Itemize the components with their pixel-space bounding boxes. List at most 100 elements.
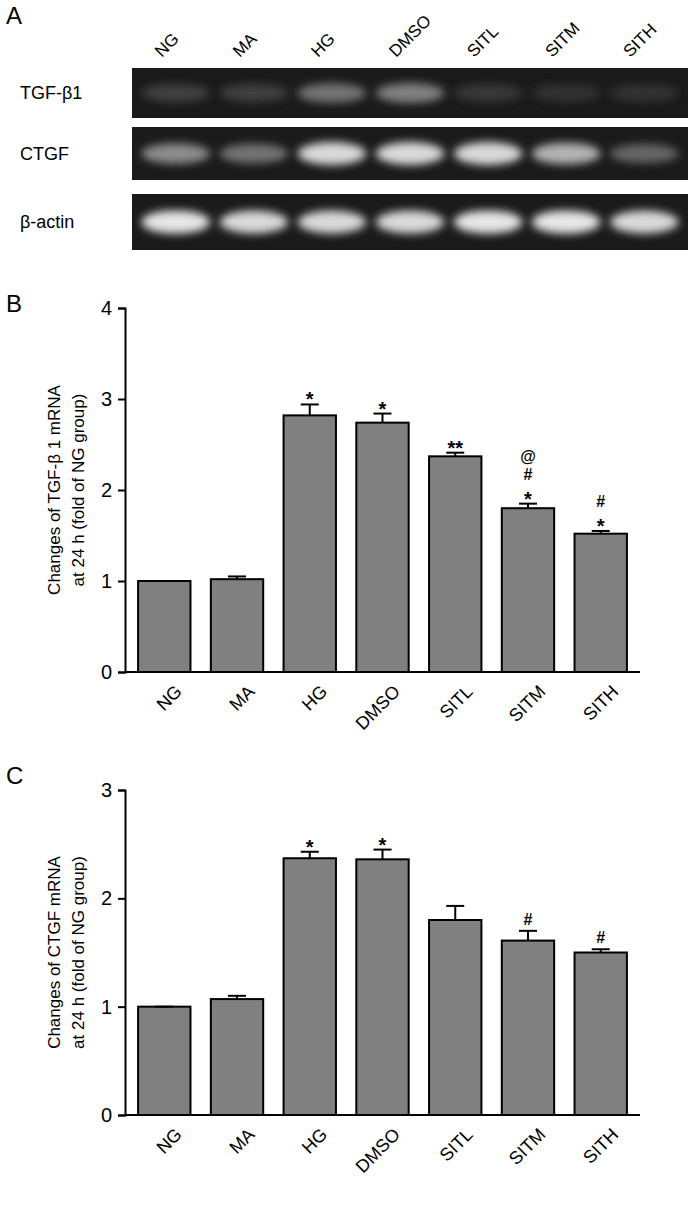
error-bar [592,949,610,952]
bar [211,579,263,672]
significance-mark: * [306,836,314,858]
chart: C**##0123NGMAHGDMSOSITLSITMSITHChanges o… [6,762,640,1177]
tick: DMSO [352,1124,404,1176]
tick: SITL [436,681,477,722]
axis-title: Changes of TGF-β 1 mRNA [45,384,64,594]
error-stem [454,906,456,920]
band-row [141,83,678,103]
tick: 0 [101,1104,125,1126]
tick-label: MA [225,1124,258,1157]
tick-mark [118,399,125,401]
tick-label: DMSO [352,1124,404,1176]
lane-label: HG [307,29,338,60]
gel-strip [132,127,688,180]
significance-mark: * [597,515,605,537]
tick-label: SITL [436,1124,477,1165]
band [219,211,288,234]
band [219,144,288,164]
tick: 2 [101,887,125,909]
error-bar [228,576,246,579]
band [454,84,523,102]
tick-label: NG [153,1124,186,1157]
bar [502,941,554,1115]
bar [138,581,190,672]
tick: 3 [101,388,125,410]
tick: 3 [101,779,125,801]
tick-label: HG [298,681,331,714]
significance-mark: * [306,388,314,410]
error-cap [155,1006,173,1008]
tick-label: SITM [505,1124,550,1169]
tick: 2 [101,479,125,501]
band [532,210,601,233]
tick: 1 [101,996,125,1018]
tick-label: 3 [101,388,112,410]
bar [284,415,336,672]
significance-mark: # [596,929,605,946]
panel-label: B [6,290,22,317]
tick-label: 2 [101,887,112,909]
gel-strip [132,194,688,250]
y-axis: 01234 [101,297,126,683]
band [298,142,367,165]
tick-label: SITH [579,1124,622,1167]
bar [502,508,554,672]
tick: SITL [436,1124,477,1165]
figure: ANGMAHGDMSOSITLSITMSITHTGF-β1CTGFβ-actin… [0,0,692,1206]
significance-mark: * [379,398,387,420]
tick-label: 1 [101,996,112,1018]
error-cap [155,580,173,582]
error-cap [228,995,246,997]
band [298,211,367,234]
axis-line [118,791,126,1116]
error-bar [519,931,537,941]
panel-label: C [6,762,23,789]
tick-label: 2 [101,479,112,501]
tick-mark [118,581,125,583]
lane-label: DMSO [385,11,434,60]
band-row [141,210,678,233]
error-bar [155,581,173,582]
tick: 4 [101,297,125,319]
tick-label: DMSO [352,681,404,733]
tick: NG [153,1124,186,1157]
bar [356,423,408,672]
band [610,144,679,163]
significance-mark: # [524,911,533,928]
tick-label: NG [153,681,186,714]
tick: 1 [101,570,125,592]
lane-label: MA [229,29,261,61]
tick-label: 1 [101,570,112,592]
chart: B****@#*#*01234NGMAHGDMSOSITLSITMSITHCha… [6,290,640,734]
bar [429,456,481,672]
lane-label: SITL [463,22,502,61]
tick-mark [118,1006,125,1008]
error-cap [446,905,464,907]
band [532,143,601,165]
band-label: TGF-β1 [20,83,82,103]
axis-title: Changes of CTGF mRNA [45,855,64,1048]
axis-line [125,1114,640,1116]
tick: SITH [579,681,622,724]
significance-mark: * [524,488,532,510]
tick-mark [118,490,125,492]
bar [429,920,481,1115]
significance-mark: # [596,493,605,510]
lane-label: NG [151,29,182,60]
error-bar [155,1006,173,1007]
band-label: β-actin [20,212,74,232]
band [141,143,210,163]
band [141,84,210,102]
band-label: CTGF [20,144,69,164]
tick: DMSO [352,681,404,733]
lane-label: SITM [542,19,584,61]
tick: NG [153,681,186,714]
tick: HG [298,681,331,714]
band [610,84,679,102]
band [376,211,445,234]
band [610,211,679,234]
lane-label: SITH [620,20,661,61]
error-cap [592,948,610,950]
tick-label: SITL [436,681,477,722]
significance-mark: * [379,834,387,856]
